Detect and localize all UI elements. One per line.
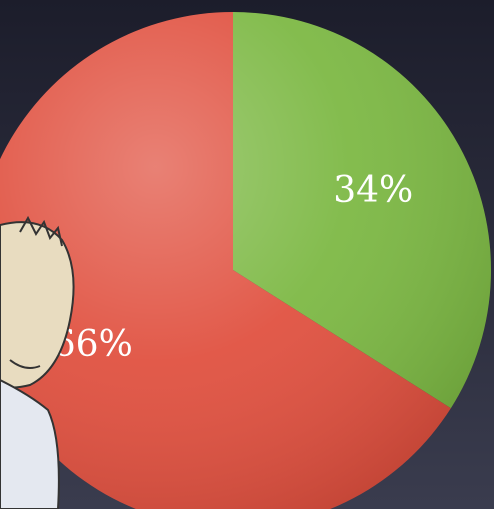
cartoon bbox=[0, 215, 75, 509]
labels: 34%66% bbox=[53, 170, 413, 365]
slice-label: 34% bbox=[333, 170, 413, 211]
